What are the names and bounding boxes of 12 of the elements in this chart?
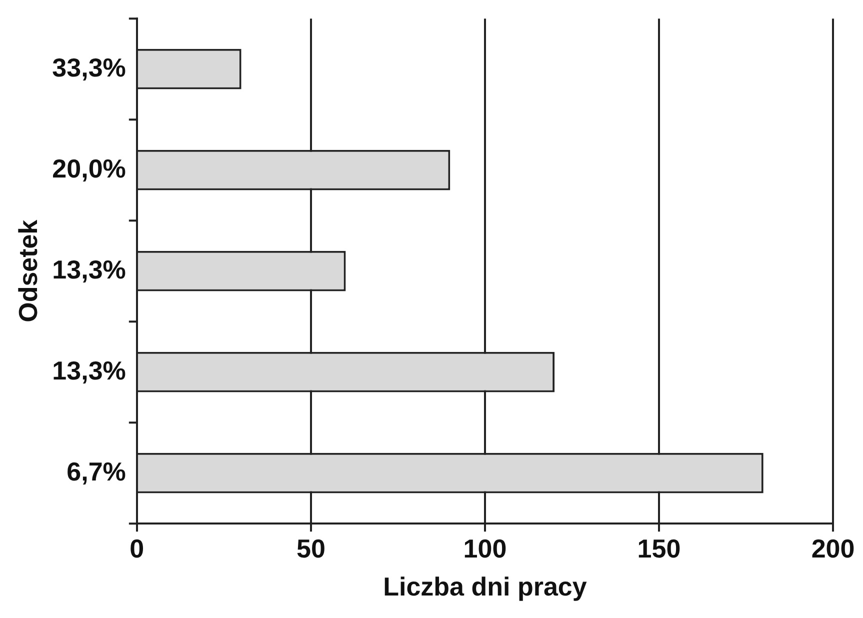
x-tick-label: 0 — [130, 533, 144, 564]
x-tick-label: 100 — [463, 533, 507, 564]
y-tick-label: 13,3% — [52, 254, 126, 284]
y-tick-label: 13,3% — [52, 355, 126, 386]
x-tick-label: 200 — [811, 533, 855, 564]
y-tick-label: 20,0% — [52, 153, 126, 184]
y-tick-label: 6,7% — [66, 456, 126, 486]
y-tick-label: 33,3% — [52, 52, 126, 82]
x-axis-title: Liczba dni pracy — [383, 572, 588, 602]
x-tick-label: 50 — [296, 533, 326, 564]
y-axis-title: Odsetek — [12, 219, 43, 322]
x-tick-label: 150 — [637, 533, 681, 564]
